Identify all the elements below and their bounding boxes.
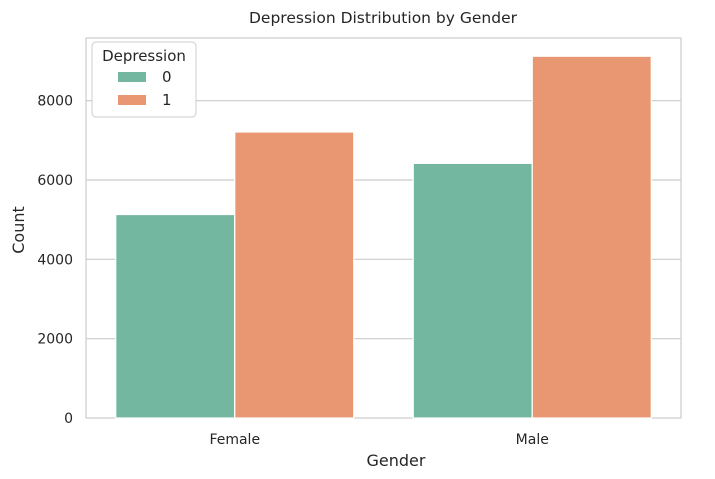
x-tick-label: Male xyxy=(516,432,549,448)
y-tick-label: 4000 xyxy=(37,252,73,268)
chart-title: Depression Distribution by Gender xyxy=(249,9,518,27)
legend-label-1: 1 xyxy=(162,91,172,109)
bar-female-0 xyxy=(115,213,236,419)
y-axis-label: Count xyxy=(9,206,28,254)
bar-male-1 xyxy=(531,55,652,419)
y-tick-labels: 0 2000 4000 6000 8000 xyxy=(37,94,73,427)
x-axis-label: Gender xyxy=(367,451,426,470)
y-tick-label: 8000 xyxy=(37,94,73,110)
x-tick-label: Female xyxy=(209,432,260,448)
legend-swatch-0 xyxy=(118,72,146,82)
bar-female-1 xyxy=(234,131,355,419)
y-tick-label: 6000 xyxy=(37,173,73,189)
y-tick-label: 0 xyxy=(64,411,73,427)
x-tick-labels: Female Male xyxy=(209,432,548,448)
legend: Depression 0 1 xyxy=(91,41,197,118)
legend-label-0: 0 xyxy=(162,68,172,86)
y-tick-label: 2000 xyxy=(37,332,73,348)
legend-title: Depression xyxy=(102,47,186,65)
bars xyxy=(115,55,652,419)
legend-swatch-1 xyxy=(118,95,146,105)
bar-male-0 xyxy=(412,162,533,419)
